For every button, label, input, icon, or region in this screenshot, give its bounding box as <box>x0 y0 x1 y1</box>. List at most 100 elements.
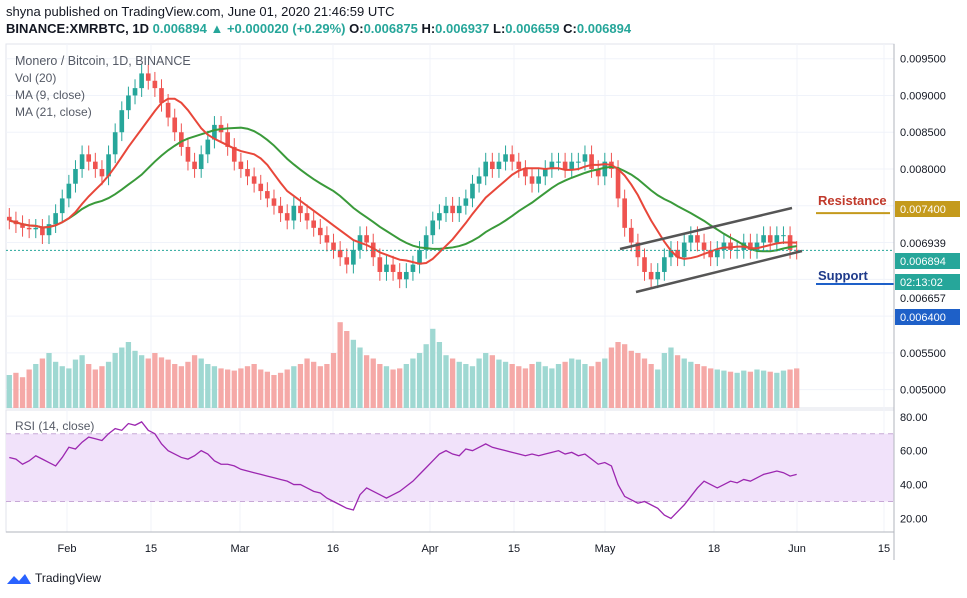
candle-body <box>708 249 713 258</box>
candle-body <box>662 257 667 272</box>
symbol-name: BINANCE:XMRBTC, 1D <box>6 21 149 36</box>
volume-bar <box>708 368 714 408</box>
volume-bar <box>59 366 65 408</box>
volume-bar <box>26 369 32 408</box>
candle-body <box>496 161 502 170</box>
candle-body <box>668 249 674 258</box>
volume-bar <box>6 375 12 408</box>
candle-body <box>185 146 191 162</box>
symbol-line: BINANCE:XMRBTC, 1D 0.006894 ▲ +0.000020 … <box>6 21 631 36</box>
volume-bar <box>549 368 555 408</box>
candle-body <box>701 242 707 250</box>
volume-bar <box>476 358 482 408</box>
candle-body <box>265 191 270 199</box>
candle-body <box>403 271 409 280</box>
candle-body <box>516 161 522 170</box>
volume-bar <box>608 347 615 408</box>
candle-body <box>351 249 356 265</box>
price-tick-label: 0.009000 <box>900 90 946 102</box>
volume-bar <box>529 364 535 408</box>
volume-bar <box>152 353 158 408</box>
close-label: C: <box>563 21 577 36</box>
candle-body <box>423 235 429 250</box>
volume-bar <box>324 364 330 408</box>
candle-body <box>503 154 508 162</box>
price-tag <box>895 201 960 217</box>
volume-bar <box>72 359 79 408</box>
volume-bar <box>674 355 681 408</box>
volume-bar <box>727 371 734 408</box>
volume-bar <box>277 372 284 408</box>
candle-body <box>106 154 111 177</box>
rsi-pane <box>6 421 894 520</box>
open-label: O: <box>349 21 364 36</box>
volume-bar <box>496 359 502 408</box>
volume-bar <box>251 364 257 408</box>
volume-bar <box>377 364 383 408</box>
candle-body <box>364 235 369 243</box>
candle-body <box>304 213 310 221</box>
candle-body <box>59 198 65 214</box>
candlesticks <box>6 64 800 289</box>
candle-body <box>205 139 211 155</box>
time-tick-label: 15 <box>508 543 520 555</box>
volume-bar <box>357 347 363 408</box>
tradingview-logo[interactable]: TradingView <box>6 571 101 586</box>
volume-bar <box>509 364 515 408</box>
volume-bar <box>52 361 59 408</box>
price-tags: 0.007400 0.006939 0.006894 02:13:02 0.006657… <box>895 201 960 325</box>
time-axis: Feb 15 Mar 16 Apr 15 May 18 Jun 15 <box>58 543 891 555</box>
candle-body <box>192 161 197 170</box>
price-tag-label: 0.007400 <box>900 204 946 216</box>
volume-bar <box>112 353 118 408</box>
time-tick-label: May <box>595 543 616 555</box>
candle-body <box>443 205 449 214</box>
rsi-tick-label: 40.00 <box>900 480 928 492</box>
volume-bar <box>291 366 297 408</box>
candle-body <box>245 169 250 177</box>
candle-body <box>615 169 621 199</box>
volume-bar <box>297 364 304 408</box>
candle-body <box>231 146 237 162</box>
open-value: 0.006875 <box>363 21 418 36</box>
candle-body <box>648 271 654 280</box>
price-tick-label: 0.005500 <box>900 348 946 360</box>
volume-bar <box>132 350 138 408</box>
volume-bar <box>701 366 707 408</box>
volume-bar <box>79 355 85 408</box>
volume-bar <box>238 368 244 408</box>
high-value: 0.006937 <box>435 21 490 36</box>
candle-body <box>33 227 39 230</box>
volume-bar <box>191 355 198 408</box>
volume-bar <box>774 372 780 408</box>
candle-body <box>781 235 786 237</box>
volume-bar <box>655 369 661 408</box>
candle-body <box>490 161 495 170</box>
candle-body <box>748 242 753 250</box>
volume-bar <box>66 368 72 408</box>
volume-bar <box>258 369 264 408</box>
volume-bar <box>264 371 271 408</box>
volume-bar <box>443 355 449 408</box>
candle-body <box>675 249 680 258</box>
candle-body <box>344 257 350 265</box>
volume-bar <box>13 372 19 408</box>
candle-body <box>734 249 740 251</box>
candle-body <box>390 264 396 272</box>
volume-bar <box>741 370 747 408</box>
price-change: ▲ +0.000020 (+0.29%) <box>210 21 346 36</box>
volume-bar <box>588 366 595 408</box>
volume-bar <box>535 361 542 408</box>
volume-bar <box>350 339 357 408</box>
volume-bar <box>86 364 92 408</box>
trend-channel <box>6 206 894 294</box>
volume-bar <box>344 331 350 408</box>
volume-bar <box>721 370 727 408</box>
volume-bar <box>747 371 754 408</box>
price-tag <box>895 253 960 269</box>
volume-bar <box>449 358 456 408</box>
volume-bar <box>416 353 423 408</box>
channel-lower-line <box>635 249 803 294</box>
main-pane-frame <box>5 43 895 409</box>
